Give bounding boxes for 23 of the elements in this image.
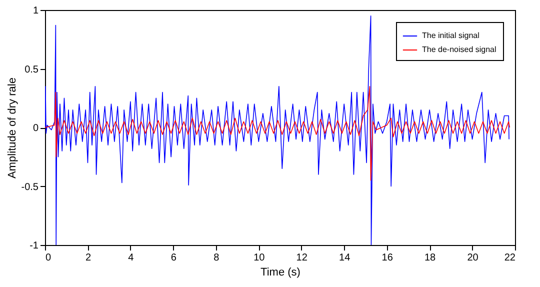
legend-label: The de-noised signal — [422, 45, 496, 54]
x-tick-label: 12 — [296, 252, 308, 264]
line-series — [45, 15, 510, 245]
y-axis-title: Amplitude of dry rale — [6, 78, 18, 178]
x-tick-label: 22 — [504, 252, 516, 264]
y-tick-label: 0 — [32, 123, 39, 134]
legend-label: The initial signal — [422, 31, 480, 40]
y-tick-label: 0.5 — [24, 64, 39, 76]
x-tick-label: 16 — [382, 252, 394, 264]
y-tick-label: -1 — [30, 240, 39, 252]
x-tick-label: 14 — [339, 252, 351, 264]
x-tick-label: 8 — [214, 252, 220, 264]
line-series — [45, 86, 510, 181]
x-axis-title: Time (s) — [260, 266, 300, 278]
x-tick-label: 2 — [85, 252, 92, 264]
x-tick-label: 6 — [170, 252, 177, 264]
x-tick-label: 18 — [424, 252, 436, 264]
y-tick-label: -0.5 — [21, 182, 39, 193]
y-tick-label: 1 — [32, 6, 39, 16]
x-tick-label: 10 — [254, 252, 266, 264]
x-tick-label: 20 — [467, 252, 479, 264]
x-tick-label: 4 — [128, 252, 134, 264]
x-tick-label: 0 — [46, 252, 52, 264]
